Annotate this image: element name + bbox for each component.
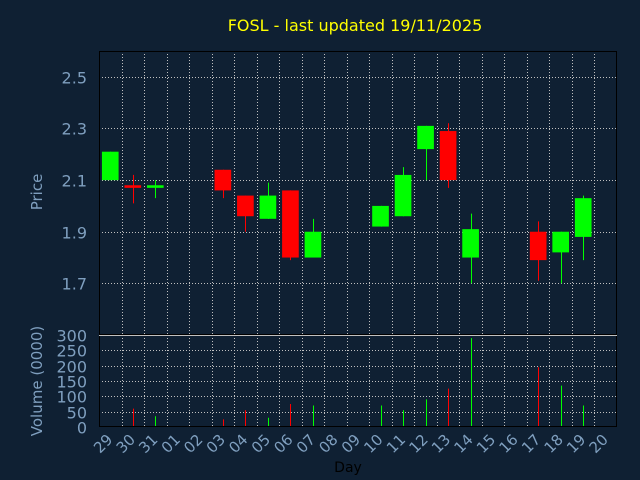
candle — [574, 195, 592, 261]
candle-body — [282, 190, 299, 258]
candle — [552, 231, 570, 284]
candles — [101, 123, 592, 284]
price-tick-label: 2.3 — [62, 120, 87, 139]
candle-body — [529, 231, 547, 261]
price-axis-label: Price — [28, 174, 46, 211]
volume-bars — [133, 338, 584, 427]
candle-body — [574, 198, 592, 237]
price-tick-label: 2.5 — [62, 69, 87, 88]
candle — [124, 174, 142, 204]
x-axis-label: Day — [334, 460, 362, 476]
candle-body — [304, 231, 322, 258]
price-tick-label: 1.7 — [62, 275, 87, 294]
candle-body — [146, 185, 164, 188]
plot-frames — [99, 51, 617, 427]
candle — [372, 205, 389, 227]
candle-body — [259, 195, 277, 219]
volume-tick-label: 50 — [67, 404, 87, 423]
candle — [462, 213, 479, 284]
candle-body — [439, 131, 457, 181]
price-plot-frame — [99, 51, 617, 335]
candle-body — [124, 185, 142, 188]
chart-title: FOSL - last updated 19/11/2025 — [228, 16, 483, 35]
price-grid — [99, 51, 617, 335]
candle — [101, 151, 119, 181]
candle — [304, 218, 322, 258]
candle-body — [101, 151, 119, 181]
candle-body — [214, 169, 232, 191]
candle — [237, 195, 254, 232]
x-tick-labels: 2930310102030405060708091011121314151617… — [90, 431, 612, 457]
price-tick-label: 1.9 — [62, 224, 87, 243]
volume-tick-label: 250 — [56, 342, 87, 361]
x-tick-label: 20 — [586, 431, 612, 457]
candle — [394, 167, 412, 217]
candle — [282, 190, 299, 261]
volume-tick-label: 150 — [56, 373, 87, 392]
volume-tick-label: 0 — [77, 419, 87, 438]
candle-body — [394, 174, 412, 217]
candle-body — [372, 205, 389, 227]
volume-tick-label: 100 — [56, 388, 87, 407]
candle-body — [462, 229, 479, 258]
candle — [259, 182, 277, 219]
volume-tick-label: 200 — [56, 358, 87, 377]
candle — [214, 169, 232, 199]
candle-body — [552, 231, 570, 253]
volume-grid — [99, 335, 617, 427]
candle — [146, 180, 164, 199]
candle — [529, 221, 547, 281]
volume-tick-label: 300 — [56, 327, 87, 346]
candle-body — [237, 195, 254, 217]
price-tick-label: 2.1 — [62, 172, 87, 191]
candle — [439, 123, 457, 188]
volume-axis-label: Volume (0000) — [28, 326, 46, 436]
candle-body — [417, 125, 434, 150]
candle — [417, 125, 434, 181]
